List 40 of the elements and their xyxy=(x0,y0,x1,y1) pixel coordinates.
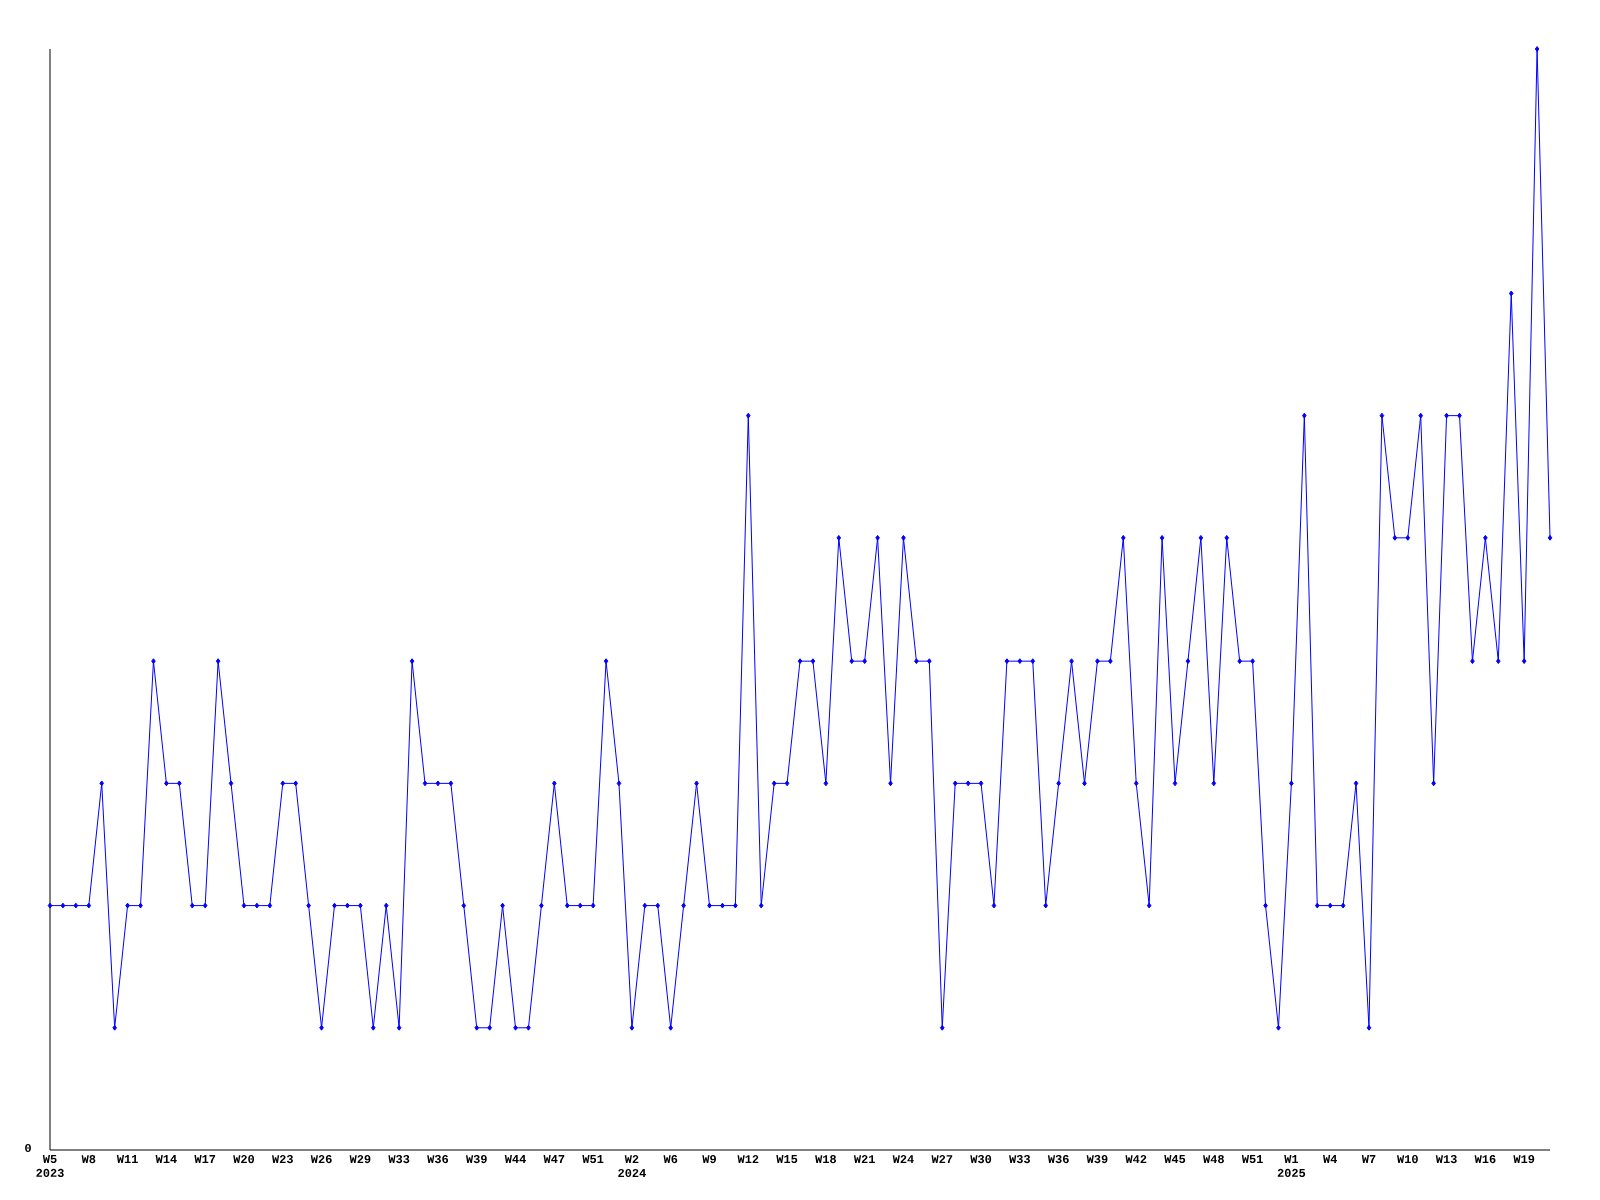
text: 0 xyxy=(25,1143,31,1153)
x-tick-label: W14 xyxy=(155,1155,177,1163)
x-tick-label: W8 xyxy=(81,1155,96,1164)
x-tick-label: W5 2023 xyxy=(36,1155,64,1177)
x-tick-label: W24 xyxy=(892,1155,914,1164)
x-tick-label: W4 xyxy=(1323,1155,1337,1163)
x-tick-label: W48 xyxy=(1203,1155,1224,1164)
x-tick-label: W51 xyxy=(582,1155,604,1164)
x-tick-label: W6 xyxy=(663,1155,678,1164)
x-tick-label: W33 xyxy=(1009,1155,1030,1164)
x-tick-label: W12 xyxy=(737,1155,759,1164)
x-tick-label: W19 xyxy=(1513,1155,1535,1164)
x-tick-label: W26 xyxy=(310,1155,332,1164)
x-tick-label: W2 2024 xyxy=(618,1155,646,1178)
x-tick-label: W44 xyxy=(504,1155,526,1163)
x-tick-label: W11 xyxy=(116,1155,138,1163)
x-tick-label: W33 xyxy=(388,1155,410,1164)
x-tick-label: W47 xyxy=(543,1155,565,1163)
x-tick-label: W36 xyxy=(1047,1155,1069,1164)
x-tick-label: W30 xyxy=(970,1155,992,1164)
x-tick-label: W36 xyxy=(427,1155,449,1164)
x-tick-label: W18 xyxy=(815,1155,836,1164)
x-tick-label: W20 xyxy=(233,1155,255,1164)
x-tick-label: W27 xyxy=(931,1155,953,1164)
x-tick-label: W15 xyxy=(776,1155,798,1164)
x-tick-label: W10 xyxy=(1397,1155,1418,1164)
x-tick-label: W16 xyxy=(1474,1155,1496,1164)
x-tick-label: W39 xyxy=(1086,1155,1108,1164)
x-tick-label: W29 xyxy=(349,1155,371,1164)
x-tick-label: W51 xyxy=(1241,1155,1263,1164)
x-tick-label: W45 xyxy=(1164,1155,1186,1164)
x-tick-label: W21 xyxy=(853,1155,875,1164)
x-tick-label: W1 2025 xyxy=(1277,1155,1306,1177)
x-tick-label: W13 xyxy=(1435,1155,1457,1164)
x-tick-label: W23 xyxy=(272,1155,293,1164)
x-tick-label: W42 xyxy=(1125,1155,1147,1164)
x-tick-label: W17 xyxy=(194,1155,216,1163)
x-tick-label: W9 xyxy=(702,1155,716,1164)
x-tick-label: W7 xyxy=(1361,1155,1376,1163)
x-tick-label: W39 xyxy=(465,1155,487,1164)
